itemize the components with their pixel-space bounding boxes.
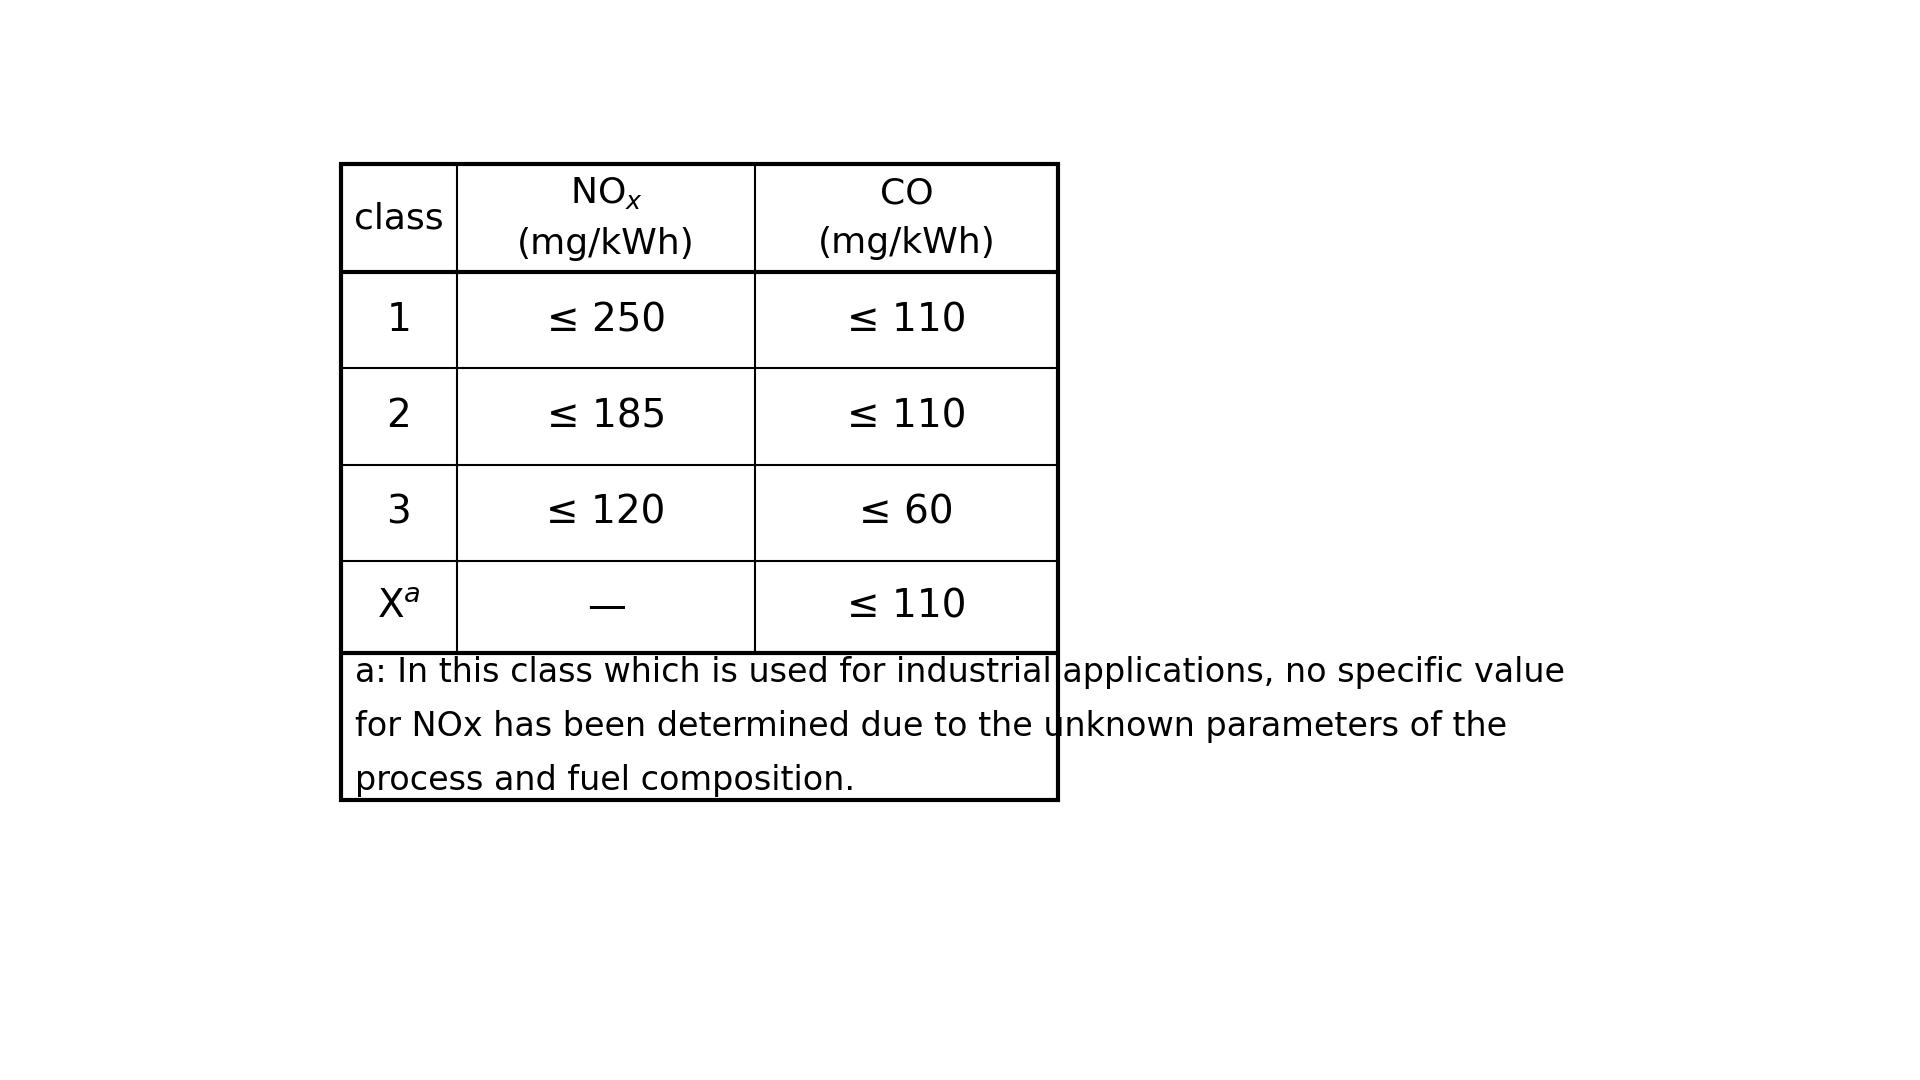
Text: ≤ 110: ≤ 110 xyxy=(847,301,966,339)
Text: ≤ 185: ≤ 185 xyxy=(547,397,666,435)
Text: ≤ 110: ≤ 110 xyxy=(847,588,966,626)
Text: class: class xyxy=(353,201,444,235)
Text: 2: 2 xyxy=(386,397,411,435)
Text: a: In this class which is used for industrial applications, no specific value
fo: a: In this class which is used for indus… xyxy=(355,656,1565,797)
Text: CO
(mg/kWh): CO (mg/kWh) xyxy=(818,176,995,260)
Text: ≤ 250: ≤ 250 xyxy=(547,301,666,339)
Text: 3: 3 xyxy=(386,494,411,531)
Text: ≤ 60: ≤ 60 xyxy=(858,494,954,531)
Text: ≤ 120: ≤ 120 xyxy=(547,494,666,531)
Text: X$^a$: X$^a$ xyxy=(376,588,420,626)
Text: NO$_x$
(mg/kWh): NO$_x$ (mg/kWh) xyxy=(516,175,695,261)
Text: ≤ 110: ≤ 110 xyxy=(847,397,966,435)
Bar xyxy=(340,164,1058,799)
Text: —: — xyxy=(588,588,626,626)
Text: 1: 1 xyxy=(386,301,411,339)
